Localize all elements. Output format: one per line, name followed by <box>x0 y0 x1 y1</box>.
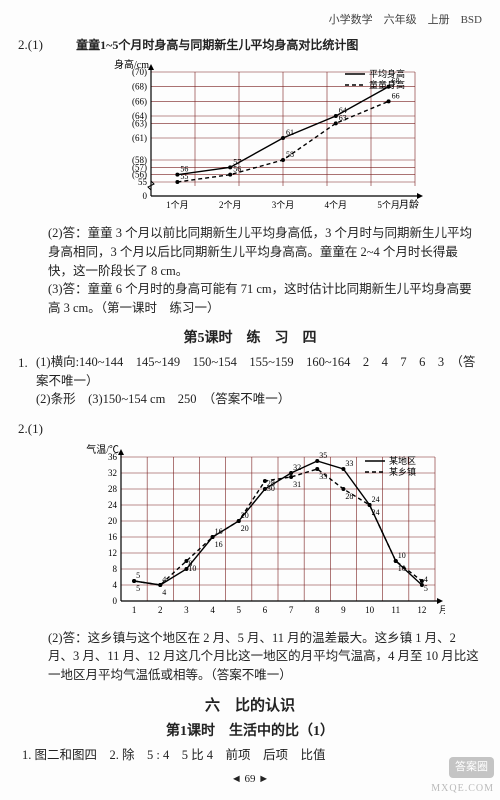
page-number: ◄ 69 ► <box>18 771 482 788</box>
svg-text:31: 31 <box>293 480 301 489</box>
svg-text:4: 4 <box>113 580 118 590</box>
chart2: 04812162024283236123456789101112月份气温/℃54… <box>48 443 482 623</box>
svg-text:0: 0 <box>113 596 118 606</box>
svg-text:12: 12 <box>108 548 117 558</box>
q2-part3: (3)答：童童 6 个月时的身高可能有 71 cm，这时估计比同期新生儿平均身高… <box>48 280 482 318</box>
page-number-value: 69 <box>245 773 256 785</box>
svg-text:身高/cm: 身高/cm <box>114 58 149 71</box>
svg-text:平均身高: 平均身高 <box>369 68 405 79</box>
svg-text:66: 66 <box>392 91 400 100</box>
svg-text:20: 20 <box>241 524 249 533</box>
svg-text:4: 4 <box>424 575 428 584</box>
unit6-subtitle: 第1课时 生活中的比（1） <box>18 721 482 742</box>
svg-text:9: 9 <box>341 605 346 615</box>
svg-text:(68): (68) <box>132 82 147 92</box>
svg-text:28: 28 <box>345 492 353 501</box>
svg-text:55: 55 <box>180 172 188 181</box>
svg-text:5: 5 <box>237 605 242 615</box>
chart1: 55(56)(57)(58)(61)(63)(64)(66)(68)(70)01… <box>48 58 482 218</box>
svg-text:63: 63 <box>339 113 347 122</box>
svg-text:1个月: 1个月 <box>166 200 189 210</box>
svg-text:16: 16 <box>108 532 118 542</box>
section5-title: 第5课时 练 习 四 <box>18 328 482 349</box>
svg-text:8: 8 <box>315 605 320 615</box>
svg-text:32: 32 <box>293 463 301 472</box>
watermark: MXQE.COM <box>431 781 494 796</box>
svg-text:某地区: 某地区 <box>389 455 416 466</box>
svg-text:24: 24 <box>108 500 118 510</box>
q2-part2: (2)答：童童 3 个月以前比同期新生儿平均身高低，3 个月时与同期新生儿平均身… <box>48 224 482 280</box>
svg-text:11: 11 <box>391 605 400 615</box>
svg-text:32: 32 <box>108 468 117 478</box>
q2-number: 2. <box>18 35 28 55</box>
svg-text:30: 30 <box>267 484 275 493</box>
svg-text:24: 24 <box>372 508 380 517</box>
svg-text:10: 10 <box>398 551 406 560</box>
svg-text:10: 10 <box>398 564 406 573</box>
s5-q1-number: 1. <box>18 353 28 373</box>
svg-text:4个月: 4个月 <box>325 200 348 210</box>
svg-text:6: 6 <box>263 605 268 615</box>
unit6-q1: 1. 图二和图四 2. 除 5 : 4 5 比 4 前项 后项 比值 <box>22 746 482 765</box>
svg-text:月龄: 月龄 <box>399 198 419 211</box>
svg-text:20: 20 <box>108 516 118 526</box>
svg-text:24: 24 <box>372 495 380 504</box>
s5-q2-part1-label: (1) <box>28 421 43 436</box>
s5-q2-part2: (2)答：这乡镇与这个地区在 2 月、5 月、11 月的温差最大。这乡镇 1 月… <box>48 629 482 685</box>
svg-text:10: 10 <box>365 605 375 615</box>
svg-text:12: 12 <box>417 605 426 615</box>
svg-text:5: 5 <box>136 571 140 580</box>
answer-badge: 答案圈 <box>449 757 494 778</box>
svg-text:气温/℃: 气温/℃ <box>86 443 119 456</box>
s5-q2-number: 2. <box>18 419 28 439</box>
s5-q1-line1: (1)横向:140~144 145~149 150~154 155~159 16… <box>36 353 482 391</box>
svg-text:1: 1 <box>132 605 137 615</box>
s5-q1: 1. (1)横向:140~144 145~149 150~154 155~159… <box>18 353 482 409</box>
svg-text:35: 35 <box>319 451 327 460</box>
svg-text:3个月: 3个月 <box>272 200 295 210</box>
svg-text:61: 61 <box>286 128 294 137</box>
svg-text:2: 2 <box>158 605 163 615</box>
svg-text:(58): (58) <box>132 155 147 165</box>
svg-text:某乡镇: 某乡镇 <box>389 466 416 477</box>
svg-text:7: 7 <box>289 605 294 615</box>
svg-text:0: 0 <box>143 191 148 201</box>
svg-text:33: 33 <box>319 472 327 481</box>
s5-q2: 2. (1) 04812162024283236123456789101112月… <box>18 419 482 685</box>
svg-text:33: 33 <box>345 459 353 468</box>
svg-text:4: 4 <box>210 605 215 615</box>
svg-text:28: 28 <box>108 484 118 494</box>
svg-text:58: 58 <box>286 150 294 159</box>
svg-text:(64): (64) <box>132 111 147 121</box>
svg-text:2个月: 2个月 <box>219 200 242 210</box>
chart1-title: 童童1~5个月时身高与同期新生儿平均身高对比统计图 <box>76 38 358 52</box>
svg-text:16: 16 <box>215 540 223 549</box>
question-2: 2. (1) 童童1~5个月时身高与同期新生儿平均身高对比统计图 55(56)(… <box>18 35 482 318</box>
chart2-svg: 04812162024283236123456789101112月份气温/℃54… <box>85 443 445 623</box>
book-header: 小学数学 六年级 上册 BSD <box>18 12 482 29</box>
svg-text:5: 5 <box>136 584 140 593</box>
q2-part1-label: (1) <box>28 37 43 52</box>
svg-text:(61): (61) <box>132 133 147 143</box>
svg-text:(66): (66) <box>132 96 147 106</box>
svg-text:5: 5 <box>424 584 428 593</box>
svg-text:3: 3 <box>184 605 189 615</box>
svg-text:10: 10 <box>188 564 196 573</box>
svg-text:4: 4 <box>162 588 166 597</box>
svg-text:月份: 月份 <box>439 604 445 615</box>
svg-text:8: 8 <box>113 564 118 574</box>
svg-text:童童身高: 童童身高 <box>369 79 405 90</box>
svg-text:5个月: 5个月 <box>377 200 400 210</box>
chart1-svg: 55(56)(57)(58)(61)(63)(64)(66)(68)(70)01… <box>105 58 425 218</box>
svg-text:56: 56 <box>233 165 241 174</box>
s5-q1-line2: (2)条形 (3)150~154 cm 250 （答案不唯一） <box>36 390 482 409</box>
unit6-title: 六 比的认识 <box>18 695 482 718</box>
